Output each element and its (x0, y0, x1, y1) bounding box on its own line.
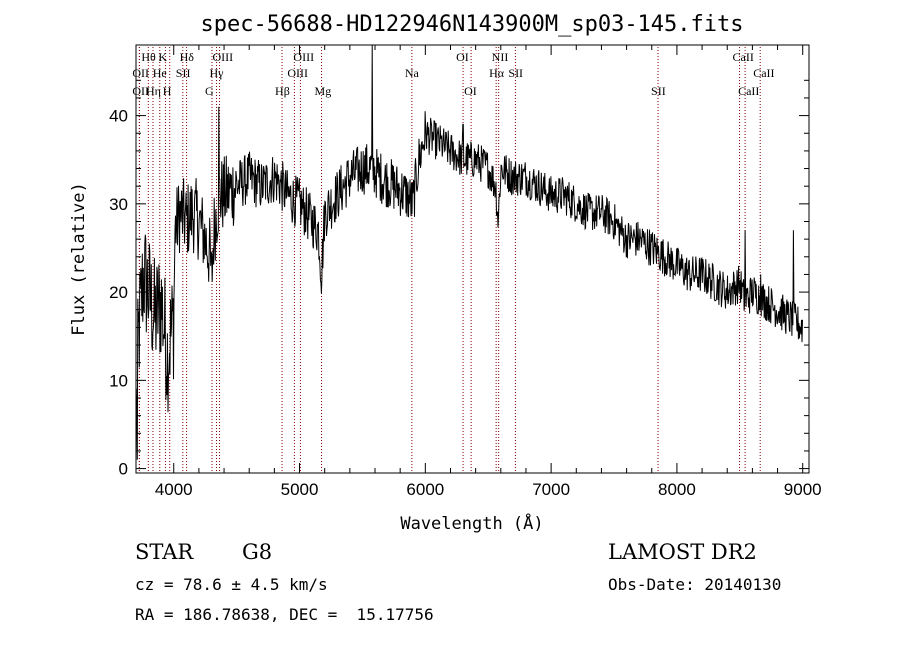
line-label-6: NII (492, 50, 509, 64)
line-label-7: CaII (733, 50, 754, 64)
line-label-16: CaII (753, 66, 774, 80)
line-label-17: OII (132, 84, 149, 98)
spectral-line-labels: Hθ K Hδ OIII OIII OI NII CaII OII He SII Hγ OIII Na Hα… (132, 50, 774, 98)
line-label-22: Mg (315, 84, 332, 98)
y-tick-label: 40 (109, 107, 128, 126)
line-label-9: He (153, 66, 167, 80)
x-tick-label: 5000 (281, 480, 319, 499)
line-label-11: Hγ (210, 66, 225, 80)
y-axis-ticks: 0 10 20 30 40 (109, 79, 809, 479)
x-axis-ticks: 4000 5000 6000 7000 8000 9000 (155, 45, 822, 499)
line-label-19: H (163, 84, 172, 98)
line-label-3: OIII (213, 50, 234, 64)
line-label-5: OI (456, 50, 469, 64)
redshift-velocity: cz = 78.6 ± 4.5 km/s (135, 575, 328, 594)
plot-frame (135, 44, 810, 474)
line-label-25: CaII (738, 84, 759, 98)
survey-name: LAMOST DR2 (608, 540, 757, 564)
line-label-14: Hα (489, 66, 505, 80)
line-label-23: OI (464, 84, 477, 98)
line-label-10: SII (176, 66, 191, 80)
object-class: STAR (135, 540, 194, 564)
line-label-20: G (205, 84, 214, 98)
x-axis-label: Wavelength (Å) (400, 512, 543, 534)
x-tick-label: 6000 (406, 480, 444, 499)
line-label-15: SII (508, 66, 523, 80)
line-label-1: K (158, 50, 167, 64)
y-tick-label: 30 (109, 195, 128, 214)
x-tick-label: 9000 (784, 480, 822, 499)
line-label-4: OIII (293, 50, 314, 64)
y-tick-label: 20 (109, 283, 128, 302)
line-label-2: Hδ (180, 50, 195, 64)
y-tick-label: 0 (119, 460, 128, 479)
object-subclass: G8 (242, 540, 273, 564)
line-label-12: OIII (287, 66, 308, 80)
line-label-13: Na (405, 66, 420, 80)
x-tick-label: 7000 (532, 480, 570, 499)
y-tick-label: 10 (109, 371, 128, 390)
observation-date: Obs-Date: 20140130 (608, 575, 782, 594)
chart-title: spec-56688-HD122946N143900M_sp03-145.fit… (200, 12, 743, 37)
coordinates: RA = 186.78638, DEC = 15.17756 (135, 605, 434, 624)
line-label-0: Hθ (141, 50, 156, 64)
spectrum-line (135, 44, 803, 460)
line-label-24: SII (651, 84, 666, 98)
line-label-8: OII (132, 66, 149, 80)
line-label-21: Hβ (275, 84, 290, 98)
x-tick-label: 4000 (155, 480, 193, 499)
x-tick-label: 8000 (658, 480, 696, 499)
y-axis-label: Flux (relative) (69, 182, 89, 336)
line-label-18: Hη (146, 84, 161, 98)
